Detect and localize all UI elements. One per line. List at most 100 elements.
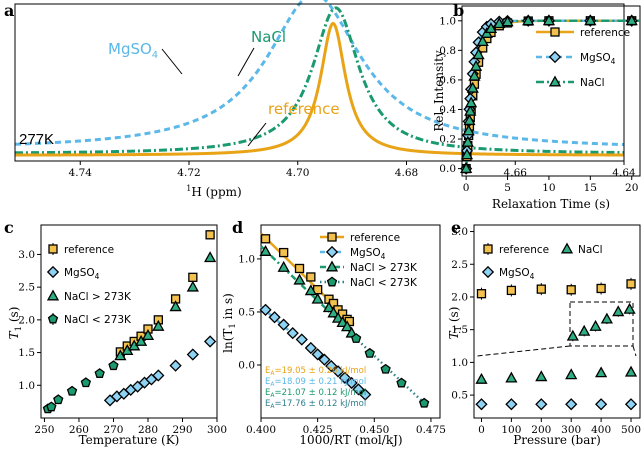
relaxation-x-tick-label: 0 [463, 182, 470, 194]
pressure-y-tick-label: 3.0 [451, 226, 468, 238]
arrhenius-point-nacl-273k [380, 363, 391, 374]
pressure-y-label: T1 (s) [447, 307, 464, 340]
inset-connector-left [476, 345, 571, 357]
legend-label-reference: reference [350, 232, 400, 244]
arrhenius-point-reference [306, 272, 316, 282]
inset-point-nacl [589, 320, 602, 331]
legend-label-nacl-above: NaCl > 273K [350, 262, 418, 274]
arrhenius-x-tick-label: 0.450 [359, 424, 389, 436]
temperature-point-nacl-273k [94, 368, 105, 378]
pressure-point-reference [626, 279, 636, 289]
arrhenius-plot [259, 232, 430, 409]
legend-marker-reference [483, 243, 493, 255]
arrhenius-x-tick-label: 0.425 [303, 424, 333, 436]
t1-temperature-y-label: T1 (s) [7, 307, 24, 340]
temperature-point-nacl-273k [67, 385, 78, 396]
inset-box [569, 301, 634, 347]
arrhenius-x-tick-label: 0.475 [416, 424, 446, 436]
pressure-y-tick-label: 2.5 [451, 259, 468, 271]
reference-annotation: reference [268, 100, 340, 118]
inset-point-nacl [578, 325, 590, 336]
relaxation-y-tick-label: 0.8 [439, 45, 456, 57]
relaxation-frame [461, 5, 641, 177]
arrhenius-axes: 0.400 0.425 0.450 0.475 0.0 0.5 1.0 [238, 253, 446, 436]
t1-temperature-legend: reference MgSO4 NaCl > 273K NaCl < 273K [47, 243, 132, 326]
spectrum-x-label: 1H (ppm) [186, 184, 241, 199]
t1-temperature-y-tick-label: 1.0 [18, 380, 35, 392]
t1-temperature-x-tick-label: 280 [138, 424, 158, 436]
legend-label-reference: reference [64, 244, 114, 256]
arrhenius-point-reference [279, 247, 289, 258]
t1-temperature-y-tick-label: 1.5 [18, 347, 35, 359]
arrhenius-point-nacl-273k [278, 261, 290, 272]
t1-temperature-x-tick-label: 290 [172, 424, 192, 436]
panel-a-letter: a [4, 1, 14, 20]
relaxation-y-label: Rel. Intensity [432, 50, 446, 132]
legend-marker-nacl-below [326, 276, 338, 287]
arrhenius-y-tick-label: 1.0 [238, 253, 255, 265]
legend-label-reference: reference [580, 27, 630, 39]
pressure-legend: reference NaCl MgSO4 [482, 243, 603, 281]
arrhenius-frame [260, 224, 441, 419]
t1-temperature-y-tick-label: 2.0 [18, 314, 35, 326]
panel-c: c 250 260 270 280 290 300 1.0 1.5 2.0 2.5 3.0 refe… [4, 218, 227, 447]
panel-d-letter: d [232, 218, 243, 237]
arrhenius-point-nacl-273k [364, 348, 375, 358]
legend-marker-mgso4 [326, 246, 338, 258]
inset-points [567, 303, 636, 342]
relaxation-y-tick-label: 0.4 [439, 104, 456, 116]
legend-label-nacl-above: NaCl > 273K [64, 291, 132, 303]
pressure-point-mgso4 [475, 398, 488, 411]
pressure-x-tick-label: 300 [561, 424, 581, 436]
legend-marker-nacl-below [47, 313, 59, 325]
pressure-point-nacl [535, 370, 547, 382]
legend-marker-reference [550, 27, 560, 37]
relaxation-y-tick-label: 0.2 [439, 134, 456, 146]
pressure-point-reference [536, 284, 546, 294]
pressure-x-tick-label: 500 [621, 424, 641, 436]
pressure-point-mgso4 [565, 398, 578, 411]
activation-energies: EA=19.05 ± 0.26 kJ/mol EA=18.09 ± 0.21 k… [265, 366, 366, 410]
t1-temperature-x-tick-label: 250 [34, 424, 54, 436]
pressure-axes: 0 100 200 300 400 500 0.5 1.0 1.5 2.0 2.5 3.0 [451, 226, 641, 436]
t1-temperature-y-tick-label: 3.0 [18, 249, 35, 261]
arrhenius-x-tick-label: 0.400 [246, 424, 276, 436]
spectrum-frame [14, 3, 625, 162]
pressure-x-tick-label: 100 [501, 424, 521, 436]
nacl-annotation: NaCl [251, 28, 286, 46]
temperature-point-nacl-273k [108, 360, 119, 371]
arrhenius-x-label: 1000/RT (mol/kJ) [299, 433, 402, 447]
legend-label-nacl-below: NaCl < 273K [64, 314, 132, 326]
pressure-x-label: Pressure (bar) [513, 433, 601, 447]
pressure-y-tick-label: 1.5 [451, 324, 468, 336]
t1-temperature-x-tick-label: 270 [103, 424, 123, 436]
legend-marker-mgso4 [549, 51, 561, 63]
spectrum-line-nacl [14, 6, 625, 155]
inset-connector-right [632, 345, 637, 357]
temperature-point-nacl-273k [46, 401, 57, 412]
spectrum-x-tick-label: 4.70 [286, 167, 309, 179]
arrhenius-point-nacl-273k [396, 377, 407, 388]
legend-label-mgso4: MgSO4 [350, 247, 386, 261]
legend-marker-reference [48, 243, 58, 255]
legend-label-nacl: NaCl [578, 244, 603, 256]
reference-pointer [247, 122, 267, 147]
ea-reference: EA=19.05 ± 0.26 kJ/mol [265, 366, 366, 377]
pressure-point-mgso4 [625, 398, 637, 411]
panel-b-letter: b [453, 1, 464, 20]
pressure-point-reference [596, 283, 606, 294]
pressure-frame [473, 224, 641, 419]
legend-label-mgso4: MgSO4 [64, 267, 100, 281]
relaxation-x-label: Relaxation Time (s) [492, 197, 610, 211]
legend-label-nacl-below: NaCl < 273K [350, 277, 418, 289]
pressure-point-nacl [595, 367, 607, 378]
relaxation-y-tick-label: 0.0 [439, 163, 456, 175]
t1-temperature-x-tick-label: 260 [69, 424, 89, 436]
pressure-point-mgso4 [595, 398, 607, 411]
temperature-point-nacl-273k [204, 251, 216, 263]
relaxation-fit-mgso4 [464, 19, 640, 169]
temperature-point-mgso4 [204, 335, 216, 348]
panel-d: d 0.400 0.425 0.450 0.475 0.0 0.5 1.0 referenc… [221, 218, 446, 447]
temperature-point-nacl-273k [80, 377, 91, 388]
